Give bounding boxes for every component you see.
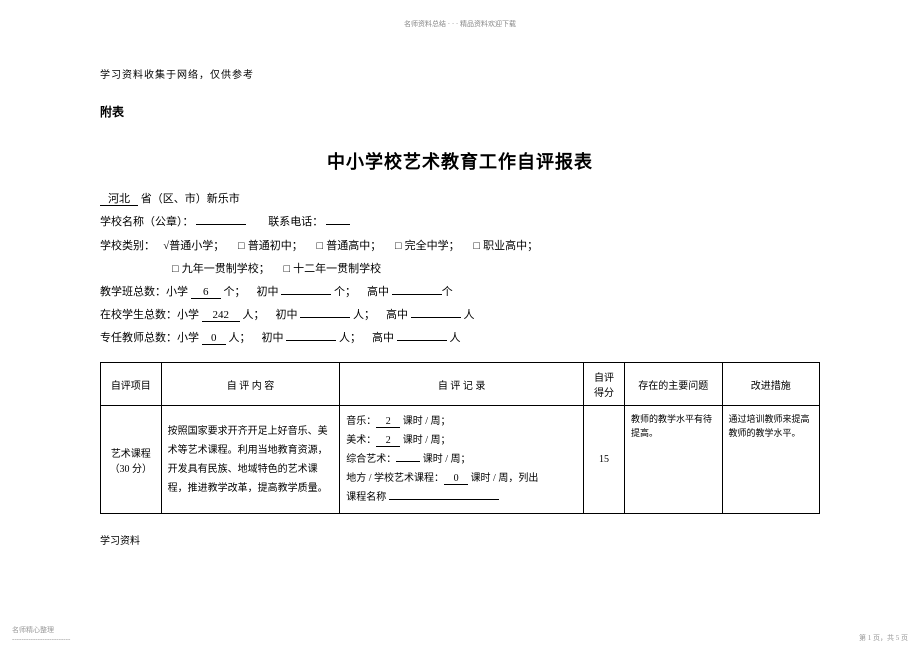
- collection-note: 学习资料收集于网络，仅供参考: [100, 66, 820, 81]
- row1-c5: 教师的教学水平有待提高。: [625, 406, 722, 514]
- cat-twelve: 十二年一贯制学校: [293, 263, 381, 275]
- class-senior-label: 高中: [367, 286, 389, 298]
- cat-junior: 普通初中；: [248, 240, 303, 252]
- unit-person-final: 人: [450, 332, 461, 344]
- study-note: 学习资料: [100, 532, 820, 547]
- class-senior-value: [392, 294, 442, 295]
- student-junior-value: [300, 317, 350, 318]
- school-name-label: 学校名称（公章）：: [100, 216, 194, 228]
- unit-person: 人；: [339, 332, 361, 344]
- student-total-label: 在校学生总数：小学: [100, 309, 199, 321]
- checkbox-icon: □: [283, 263, 293, 275]
- cat-senior: 普通高中；: [326, 240, 381, 252]
- checkbox-icon: □: [172, 263, 182, 275]
- row1-c2: 按照国家要求开齐开足上好音乐、美术等艺术课程。利用当地教育资源，开发具有民族、地…: [161, 406, 340, 514]
- checkbox-icon: □: [238, 240, 248, 252]
- teacher-total-label: 专任教师总数：小学: [100, 332, 199, 344]
- checkbox-icon: □: [317, 240, 327, 252]
- class-junior-value: [281, 294, 331, 295]
- unit-ge: 个；: [224, 286, 246, 298]
- student-senior-value: [411, 317, 461, 318]
- appendix-label: 附表: [100, 103, 820, 120]
- th-measure: 改进措施: [722, 363, 820, 406]
- evaluation-table: 自评项目 自 评 内 容 自 评 记 录 自评得分 存在的主要问题 改进措施 艺…: [100, 362, 820, 514]
- school-name-value: [196, 224, 246, 225]
- class-total-label: 教学班总数：小学: [100, 286, 188, 298]
- row1-c3: 音乐：2 课时 / 周； 美术：2 课时 / 周； 综合艺术： 课时 / 周； …: [340, 406, 584, 514]
- class-primary-value: 6: [191, 286, 221, 299]
- checkbox-icon: □: [473, 240, 483, 252]
- page-title: 中小学校艺术教育工作自评报表: [100, 148, 820, 174]
- row1-c6: 通过培训教师来提高教师的教学水平。: [722, 406, 820, 514]
- th-score: 自评得分: [583, 363, 624, 406]
- category-label: 学校类别：: [100, 240, 155, 252]
- unit-person: 人；: [353, 309, 375, 321]
- footer-right: 第 1 页，共 5 页: [859, 633, 908, 643]
- unit-person-final: 人: [464, 309, 475, 321]
- contact-value: [326, 224, 350, 225]
- th-item: 自评项目: [101, 363, 162, 406]
- class-junior-label: 初中: [257, 286, 279, 298]
- teacher-junior-label: 初中: [262, 332, 284, 344]
- cat-nine: 九年一贯制学校；: [182, 263, 270, 275]
- row1-c4: 15: [583, 406, 624, 514]
- form-lines: 河北 省（区、市）新乐市 学校名称（公章）： 联系电话： 学校类别： √普通小学…: [100, 188, 820, 350]
- teacher-junior-value: [286, 340, 336, 341]
- student-primary-value: 242: [202, 309, 240, 322]
- teacher-senior-label: 高中: [372, 332, 394, 344]
- province-suffix: 省（区、市）新乐市: [141, 193, 240, 205]
- province-value: 河北: [100, 193, 138, 206]
- row1-c1-l2: （30 分）: [107, 460, 155, 475]
- unit-person: 人；: [243, 309, 265, 321]
- teacher-primary-value: 0: [202, 332, 226, 345]
- table-header-row: 自评项目 自 评 内 容 自 评 记 录 自评得分 存在的主要问题 改进措施: [101, 363, 820, 406]
- student-junior-label: 初中: [276, 309, 298, 321]
- table-row: 艺术课程 （30 分） 按照国家要求开齐开足上好音乐、美术等艺术课程。利用当地教…: [101, 406, 820, 514]
- th-problem: 存在的主要问题: [625, 363, 722, 406]
- th-record: 自 评 记 录: [340, 363, 584, 406]
- contact-label: 联系电话：: [268, 216, 323, 228]
- row1-c1-l1: 艺术课程: [107, 445, 155, 460]
- checkbox-icon: □: [395, 240, 405, 252]
- unit-ge: 个；: [334, 286, 356, 298]
- student-senior-label: 高中: [386, 309, 408, 321]
- teacher-senior-value: [397, 340, 447, 341]
- cat-complete: 完全中学；: [405, 240, 460, 252]
- unit-person: 人；: [229, 332, 251, 344]
- top-header: 名师资料总结 · · · 精品资料欢迎下载: [100, 20, 820, 28]
- cat-vocational: 职业高中；: [483, 240, 538, 252]
- footer-left: 名师精心整理 -------------------------: [12, 626, 70, 643]
- th-content: 自 评 内 容: [161, 363, 340, 406]
- cat-primary: √普通小学；: [163, 240, 224, 252]
